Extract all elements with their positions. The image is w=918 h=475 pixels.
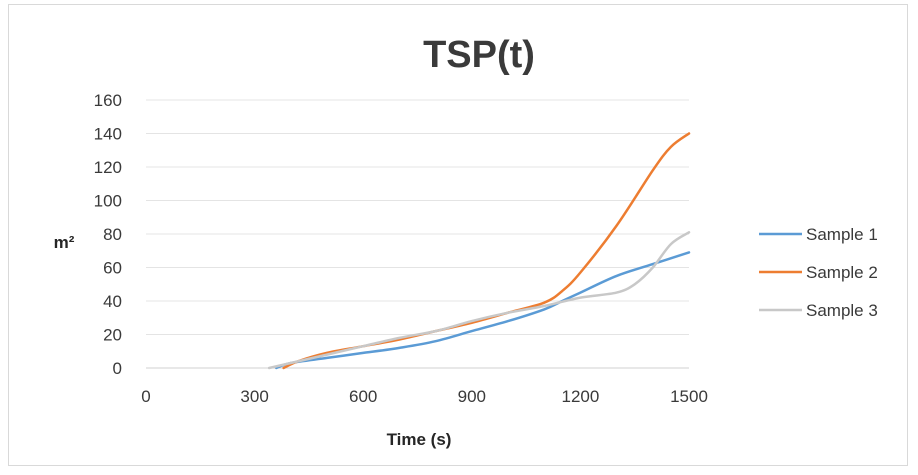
y-tick-label: 80 [103,225,122,244]
legend-label-3: Sample 3 [806,301,878,320]
legend: Sample 1 Sample 2 Sample 3 [759,225,878,320]
chart-frame: TSP(t) m² Time (s) 0 20 40 60 80 100 120 140 160… [8,4,908,466]
y-axis-label: m² [54,233,75,252]
y-tick-label: 20 [103,326,122,345]
x-tick-label: 900 [458,387,486,406]
x-tick-label: 1500 [670,387,708,406]
x-tick-label: 600 [349,387,377,406]
y-tick-label: 160 [94,91,122,110]
y-tick-label: 120 [94,158,122,177]
series-line-2 [282,132,691,370]
x-tick-label: 1200 [561,387,599,406]
legend-label-2: Sample 2 [806,263,878,282]
gridlines [146,99,689,369]
line-chart: TSP(t) m² Time (s) 0 20 40 60 80 100 120 140 160… [54,34,878,449]
y-axis-ticks: 0 20 40 60 80 100 120 140 160 [94,91,122,378]
y-tick-label: 60 [103,259,122,278]
x-tick-label: 0 [141,387,150,406]
series-lines [267,132,691,370]
series-line-1 [275,251,691,370]
y-tick-label: 100 [94,192,122,211]
y-tick-label: 0 [113,359,122,378]
y-tick-label: 140 [94,125,122,144]
chart-title: TSP(t) [423,34,535,76]
y-tick-label: 40 [103,292,122,311]
x-axis-ticks: 0 300 600 900 1200 1500 [141,387,708,406]
x-tick-label: 300 [240,387,268,406]
legend-label-1: Sample 1 [806,225,878,244]
series-line-3 [267,231,691,370]
x-axis-label: Time (s) [387,430,452,449]
